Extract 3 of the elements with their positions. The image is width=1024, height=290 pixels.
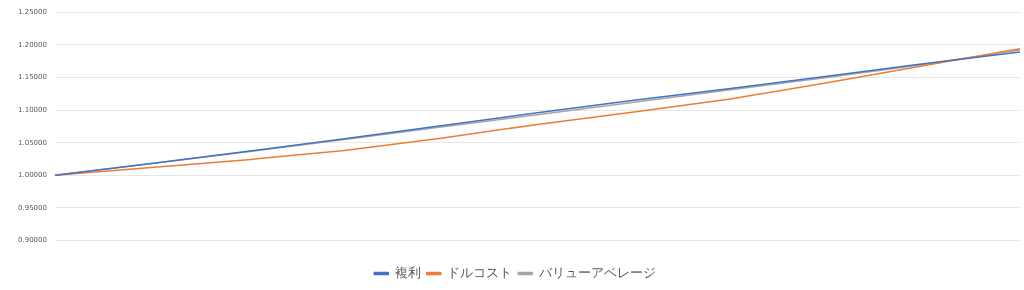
legend-label: ドルコスト <box>447 264 513 280</box>
legend-label: 複利 <box>394 264 421 280</box>
legend-label: バリューアベレージ <box>537 264 656 280</box>
